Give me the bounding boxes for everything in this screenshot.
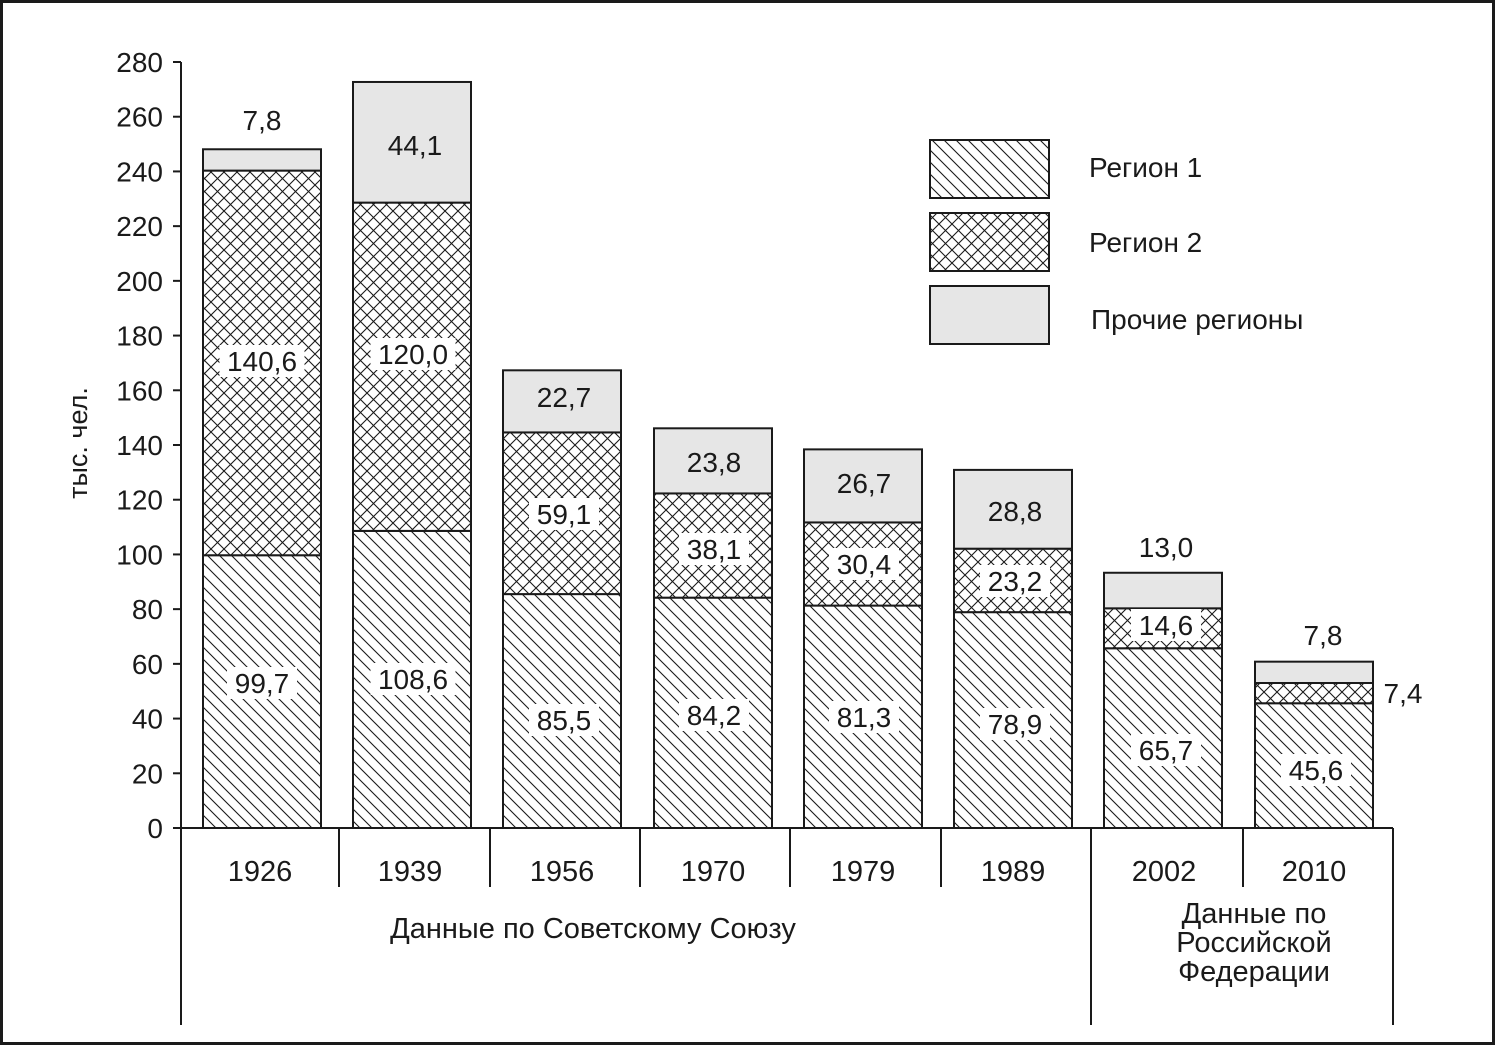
y-axis-title: тыс. чел. — [63, 387, 93, 499]
value-label: 45,6 — [1289, 755, 1344, 786]
y-tick-label: 140 — [116, 430, 163, 461]
value-label: 140,6 — [227, 346, 297, 377]
value-label: 99,7 — [235, 668, 290, 699]
value-label-bg — [1131, 734, 1201, 766]
value-label: 7,4 — [1384, 678, 1423, 709]
y-tick-label: 20 — [132, 758, 163, 789]
y-tick-label: 0 — [147, 813, 163, 844]
value-label-bg — [219, 345, 305, 377]
value-label-bg — [1131, 609, 1201, 641]
bar-segment — [653, 427, 773, 495]
x-tick-label: 1970 — [681, 856, 746, 888]
legend-label: Регион 1 — [1089, 152, 1202, 183]
y-tick-label: 180 — [116, 321, 163, 352]
x-tick-label: 1926 — [228, 856, 293, 888]
legend-swatch — [929, 139, 1050, 199]
value-label: 38,1 — [687, 534, 742, 565]
bar-segment — [502, 369, 622, 434]
stacked-bar-chart: 0 20 40 60 80 100 120 140 160 180 200 220 240 260 280 т… — [63, 47, 1423, 1025]
bar-segment — [1254, 660, 1374, 685]
value-label: 14,6 — [1139, 610, 1194, 641]
value-label-bg — [529, 704, 599, 736]
value-label-bg — [829, 548, 899, 580]
y-tick-label: 120 — [116, 485, 163, 516]
value-label: 44,1 — [388, 130, 443, 161]
bar-segment — [653, 596, 773, 829]
value-label: 108,6 — [378, 664, 448, 695]
group-label-russia-line: Российской — [1176, 927, 1331, 959]
group-label-russia-line: Данные по — [1182, 898, 1327, 930]
value-label-bg — [980, 708, 1050, 740]
bar-segment — [1254, 682, 1374, 705]
bar-segment — [803, 448, 923, 524]
bar-segment — [202, 148, 322, 172]
x-tick-label: 2010 — [1282, 856, 1347, 888]
x-tick-label: 1979 — [831, 856, 896, 888]
y-tick-label: 60 — [132, 649, 163, 680]
value-label: 30,4 — [837, 549, 892, 580]
y-tick-label: 160 — [116, 375, 163, 406]
value-label-bg — [679, 699, 749, 731]
value-label-bg — [370, 338, 456, 370]
bar-segment — [1103, 571, 1223, 610]
y-tick-label: 40 — [132, 704, 163, 735]
legend-label: Регион 2 — [1089, 227, 1202, 258]
y-tick-label: 260 — [116, 102, 163, 133]
value-label: 23,8 — [687, 447, 742, 478]
y-tick-label: 80 — [132, 594, 163, 625]
legend-swatch — [929, 212, 1050, 272]
value-label: 28,8 — [988, 496, 1043, 527]
value-label: 26,7 — [837, 468, 892, 499]
value-label-bg — [1281, 754, 1351, 786]
y-tick-label: 100 — [116, 539, 163, 570]
value-label: 59,1 — [537, 499, 592, 530]
value-label: 120,0 — [378, 339, 448, 370]
bar-segment — [953, 468, 1073, 550]
value-label: 22,7 — [537, 382, 592, 413]
value-label-bg — [370, 663, 456, 695]
x-tick-label: 1939 — [378, 856, 443, 888]
x-tick-label: 2002 — [1132, 856, 1197, 888]
value-label-bg — [980, 565, 1050, 597]
legend-label: Прочие регионы — [1091, 304, 1303, 335]
value-label: 7,8 — [243, 105, 282, 136]
value-label-bg — [227, 667, 297, 699]
group-label-soviet: Данные по Советскому Союзу — [390, 913, 796, 945]
x-tick-label: 1956 — [530, 856, 595, 888]
value-label: 85,5 — [537, 705, 592, 736]
y-tick-label: 200 — [116, 266, 163, 297]
value-label-bg — [529, 498, 599, 530]
value-label: 7,8 — [1304, 620, 1343, 651]
value-label: 65,7 — [1139, 735, 1194, 766]
y-tick-label: 280 — [116, 47, 163, 78]
x-tick-label: 1989 — [981, 856, 1046, 888]
value-label: 84,2 — [687, 700, 742, 731]
bar-segment — [352, 80, 472, 204]
y-tick-label: 240 — [116, 156, 163, 187]
value-label: 13,0 — [1139, 532, 1194, 563]
value-label: 78,9 — [988, 709, 1043, 740]
group-label-russia-line: Федерации — [1178, 956, 1330, 988]
y-tick-label: 220 — [116, 211, 163, 242]
value-label: 81,3 — [837, 702, 892, 733]
value-label-bg — [679, 533, 749, 565]
value-label-bg — [829, 701, 899, 733]
value-label: 23,2 — [988, 566, 1043, 597]
legend-swatch — [929, 285, 1050, 345]
